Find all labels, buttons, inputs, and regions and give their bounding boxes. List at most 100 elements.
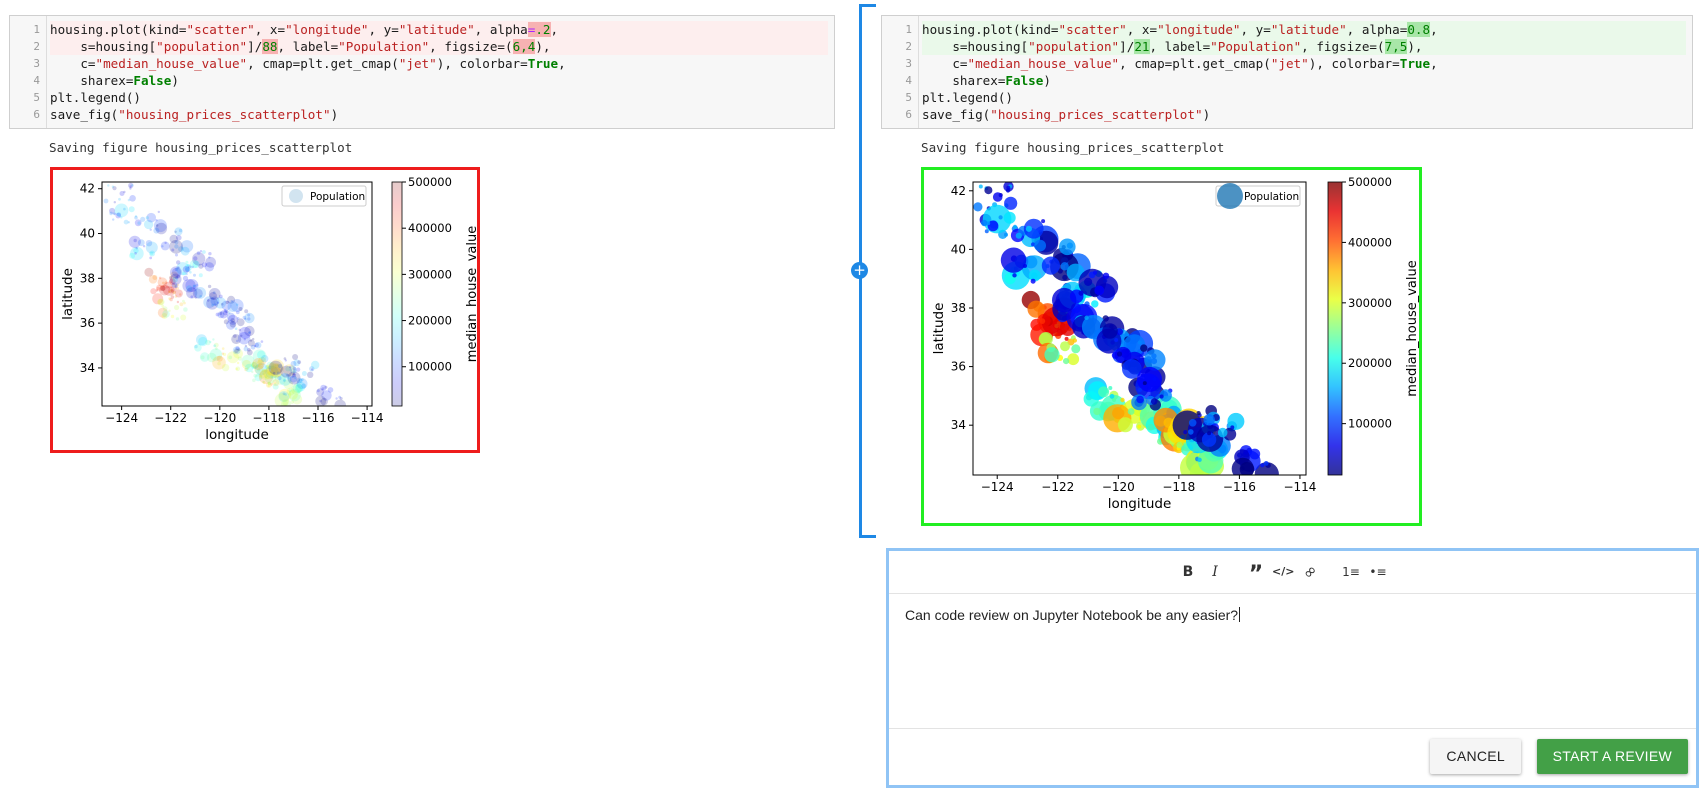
scatter-point <box>298 378 303 383</box>
colorbar-label: median_house_value <box>1405 260 1419 396</box>
scatter-point <box>1052 287 1077 313</box>
italic-icon[interactable]: I <box>1212 564 1218 580</box>
scatter-point <box>156 284 163 292</box>
scatter-point <box>213 303 217 306</box>
scatter-point <box>1203 414 1215 426</box>
scatter-point <box>127 221 130 224</box>
scatter-point <box>1114 338 1119 342</box>
scatter-point <box>1063 358 1070 365</box>
scatter-point <box>289 366 297 374</box>
scatter-point <box>235 366 240 372</box>
scatter-point <box>236 318 245 327</box>
bold-icon[interactable]: B <box>1182 564 1194 580</box>
scatter-point <box>241 359 252 370</box>
scatter-point <box>189 271 192 274</box>
scatter-point <box>274 382 277 385</box>
scatter-point <box>309 366 315 372</box>
scatter-point <box>269 382 273 386</box>
code-editor[interactable]: housing.plot(kind="scatter", x="longitud… <box>922 21 1686 123</box>
scatter-point <box>1084 315 1089 320</box>
scatter-point <box>296 378 308 390</box>
scatter-point <box>178 228 183 233</box>
scatter-point <box>1243 449 1249 455</box>
scatter-point <box>1263 461 1269 466</box>
scatter-point <box>267 371 272 376</box>
y-tick-label: 36 <box>951 360 966 374</box>
add-comment-icon[interactable]: + <box>851 262 868 279</box>
scatter-point <box>287 371 301 385</box>
cancel-button[interactable]: CANCEL <box>1430 739 1521 774</box>
code-line: save_fig("housing_prices_scatterplot") <box>50 107 339 122</box>
cell-output-text: Saving figure housing_prices_scatterplot <box>49 140 353 155</box>
scatter-point <box>153 219 167 233</box>
code-editor[interactable]: housing.plot(kind="scatter", x="longitud… <box>50 21 828 123</box>
scatter-point <box>221 352 225 355</box>
link-icon[interactable]: ∞ <box>1298 560 1322 584</box>
scatter-point <box>324 385 328 389</box>
legend: Population <box>281 185 367 207</box>
scatter-point <box>145 240 153 247</box>
scatter-point <box>1137 424 1142 429</box>
scatter-point <box>226 320 236 330</box>
code-line: c="median_house_value", cmap=plt.get_cma… <box>50 56 566 71</box>
x-axis-label: longitude <box>1108 496 1172 512</box>
legend-label: Population <box>1244 191 1299 203</box>
code-icon[interactable]: </> <box>1272 565 1295 578</box>
scatter-point <box>244 309 249 314</box>
scatter-point <box>1108 386 1113 390</box>
scatter-point <box>320 384 327 391</box>
scatter-point <box>211 303 215 307</box>
scatter-point <box>179 302 184 307</box>
scatter-point <box>209 348 223 361</box>
line-number: 6 <box>905 108 912 121</box>
scatter-point <box>232 346 241 355</box>
line-number: 4 <box>905 74 912 87</box>
scatter-point <box>196 251 201 255</box>
scatter-point <box>236 317 240 320</box>
scatter-point <box>250 362 258 370</box>
review-comment-box[interactable]: B I ” </> ∞ 1≡ •≡ Can code review on Jup… <box>886 548 1699 788</box>
scatter-point <box>290 360 297 367</box>
scatter-point <box>134 252 137 255</box>
quote-icon[interactable]: ” <box>1248 562 1264 587</box>
scatter-point <box>1093 407 1101 416</box>
scatter-point <box>219 312 223 315</box>
scatter-point <box>131 184 134 187</box>
scatter-point <box>168 297 171 300</box>
unordered-list-icon[interactable]: •≡ <box>1369 565 1387 579</box>
scatter-point <box>277 376 282 381</box>
scatter-point <box>291 375 294 379</box>
scatter-point <box>244 363 254 373</box>
scatter-point <box>175 286 179 290</box>
start-review-button[interactable]: START A REVIEW <box>1536 739 1688 774</box>
scatter-point <box>241 354 255 368</box>
scatter-point <box>152 293 164 305</box>
code-cell-new[interactable]: 1 2 3 4 5 6 housing.plot(kind="scatter", x="l… <box>881 15 1693 129</box>
scatter-point <box>238 328 241 332</box>
scatter-point <box>252 349 267 364</box>
comment-textarea[interactable]: Can code review on Jupyter Notebook be a… <box>905 607 1680 623</box>
cell-output-text: Saving figure housing_prices_scatterplot <box>921 140 1225 155</box>
scatter-point <box>293 373 296 376</box>
scatter-point <box>189 259 199 269</box>
scatter-point <box>258 363 264 369</box>
scatter-point <box>152 275 158 280</box>
scatter-point <box>292 354 299 360</box>
scatter-point <box>174 284 178 288</box>
x-tick-label: −122 <box>154 411 187 425</box>
x-tick-label: −118 <box>1162 480 1195 494</box>
scatter-point <box>258 357 267 366</box>
scatter-point <box>1140 344 1148 352</box>
scatter-point <box>133 247 139 254</box>
scatter-point <box>218 294 223 299</box>
scatter-point <box>140 216 146 222</box>
scatter-point <box>180 240 194 253</box>
scatter-point <box>256 374 259 377</box>
ordered-list-icon[interactable]: 1≡ <box>1342 565 1360 579</box>
scatter-point <box>214 297 226 309</box>
x-tick-label: −120 <box>203 411 236 425</box>
code-line: sharex=False) <box>50 73 179 88</box>
scatter-point <box>176 234 182 241</box>
code-cell-old[interactable]: 1 2 3 4 5 6 housing.plot(kind="scatter", x="l… <box>9 15 835 129</box>
scatter-point <box>301 383 307 389</box>
